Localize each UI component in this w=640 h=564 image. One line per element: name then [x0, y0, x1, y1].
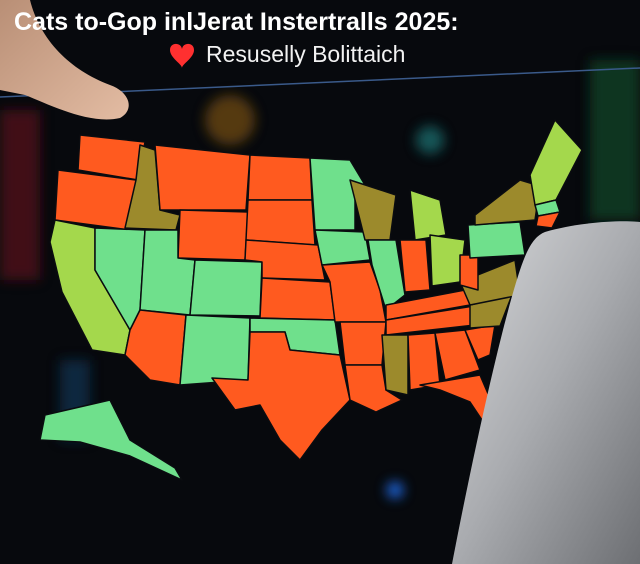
hand — [0, 0, 129, 120]
state-region — [467, 221, 526, 259]
state-region — [535, 211, 561, 229]
state-region — [459, 254, 479, 291]
state-region — [154, 144, 251, 211]
state-region — [177, 209, 249, 261]
state-region — [314, 229, 371, 266]
state-region — [381, 334, 409, 396]
us-map — [39, 119, 583, 481]
state-region — [259, 277, 336, 321]
state-region — [529, 119, 583, 206]
laptop — [452, 221, 640, 564]
state-region — [179, 314, 251, 386]
state-region — [344, 364, 403, 413]
title: Cats to-Gop inlJerat Instertralls 2025: — [14, 8, 459, 36]
background-glow — [0, 60, 640, 498]
state-region — [409, 189, 447, 241]
state-region — [434, 329, 481, 381]
state-region — [54, 169, 137, 231]
state-region — [247, 154, 313, 201]
state-region — [39, 399, 183, 481]
state-region — [339, 321, 387, 366]
state-region — [407, 332, 441, 391]
state-region — [245, 199, 316, 246]
state-region — [189, 259, 263, 317]
heart-icon — [170, 43, 194, 68]
subtitle: Resuselly Bolittaich — [206, 41, 405, 67]
state-region — [399, 239, 431, 293]
